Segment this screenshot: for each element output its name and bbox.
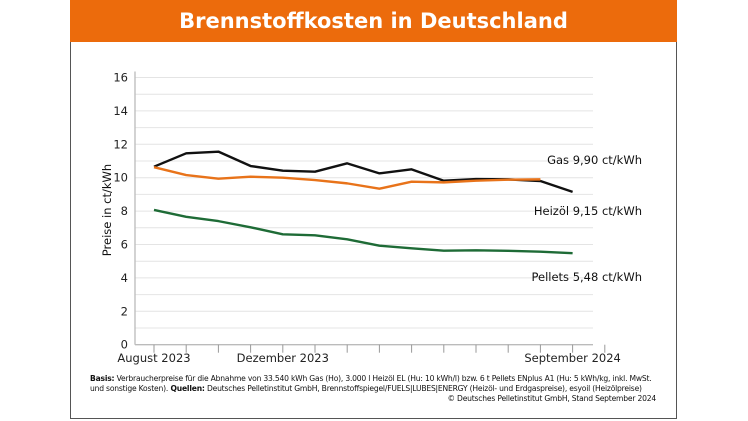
basis-label: Basis:	[90, 374, 115, 383]
y-axis-label: Preise in ct/kWh	[100, 164, 114, 256]
y-tick-label: 10	[113, 171, 128, 185]
y-tick-label: 12	[113, 137, 128, 151]
x-tick-label: August 2023	[117, 351, 190, 365]
y-tick-label: 16	[113, 71, 128, 85]
label-heizoel: Heizöl 9,15 ct/kWh	[534, 204, 642, 218]
chart-title: Brennstoffkosten in Deutschland	[70, 0, 677, 42]
footer-notes: Basis: Verbraucherpreise für die Abnahme…	[90, 374, 656, 404]
y-tick-label: 4	[121, 271, 128, 285]
y-tick-label: 6	[121, 238, 128, 252]
axes: 0 2 4 6 8 10 12 14 16 August 2023 Dezember 2023 Sep…	[113, 71, 620, 366]
sources-text: Deutsches Pelletinstitut GmbH, Brennstof…	[204, 384, 642, 393]
series-line-gas	[153, 166, 541, 190]
copyright: © Deutsches Pelletinstitut GmbH, Stand S…	[447, 394, 656, 403]
y-tick-label: 8	[121, 204, 128, 218]
y-tick-label: 14	[113, 104, 128, 118]
y-tick-label: 2	[121, 304, 128, 318]
label-gas: Gas 9,90 ct/kWh	[547, 153, 642, 167]
y-tick-label: 0	[121, 338, 128, 352]
sources-label: Quellen:	[168, 384, 205, 393]
x-tick-label: Dezember 2023	[237, 351, 329, 365]
label-pellets: Pellets 5,48 ct/kWh	[531, 270, 642, 284]
gridlines	[135, 77, 593, 329]
basis-text: Verbraucherpreise für die Abnahme von 33…	[90, 374, 652, 393]
x-tick-label: September 2024	[524, 351, 621, 365]
series-lines	[153, 150, 573, 255]
series-line-pellets	[153, 208, 573, 255]
footer-basis: Basis: Verbraucherpreise für die Abnahme…	[90, 374, 656, 394]
figure-frame	[70, 0, 677, 419]
